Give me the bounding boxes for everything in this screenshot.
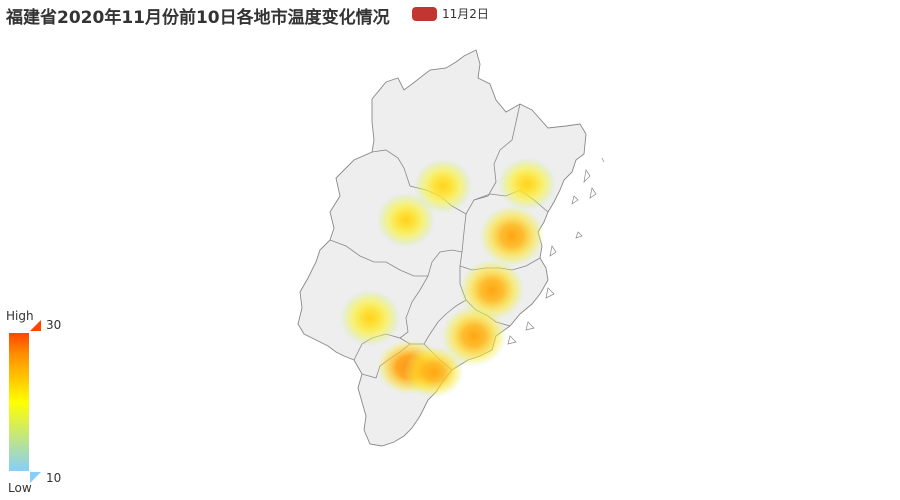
- heat-point-quanzhou: [441, 305, 507, 367]
- heat-point-xiamen: [404, 346, 464, 398]
- heat-point-fuzhou: [479, 205, 545, 267]
- visualmap-high-text: High: [6, 309, 34, 323]
- heat-layer: [339, 157, 557, 398]
- heat-point-longyan: [339, 289, 401, 347]
- chart-title: 福建省2020年11月份前10日各地市温度变化情况: [6, 8, 390, 28]
- heat-point-nanping: [376, 192, 436, 248]
- legend-swatch: [412, 6, 437, 21]
- visualmap-min-value: 10: [46, 471, 62, 485]
- visualmap-gradient-bar[interactable]: [9, 333, 29, 471]
- heat-point-ningde: [497, 157, 557, 211]
- legend-item-nov-2[interactable]: 11月2日: [412, 5, 489, 22]
- legend-label: 11月2日: [442, 7, 489, 21]
- visualmap-low-text: Low: [8, 481, 32, 495]
- heat-point-nanping-north: [413, 158, 473, 214]
- visualmap-top-handle[interactable]: [30, 320, 41, 331]
- visualmap-max-value: 30: [46, 318, 62, 332]
- visualmap-bottom-handle[interactable]: [30, 472, 41, 483]
- coastal-islands: [507, 157, 605, 345]
